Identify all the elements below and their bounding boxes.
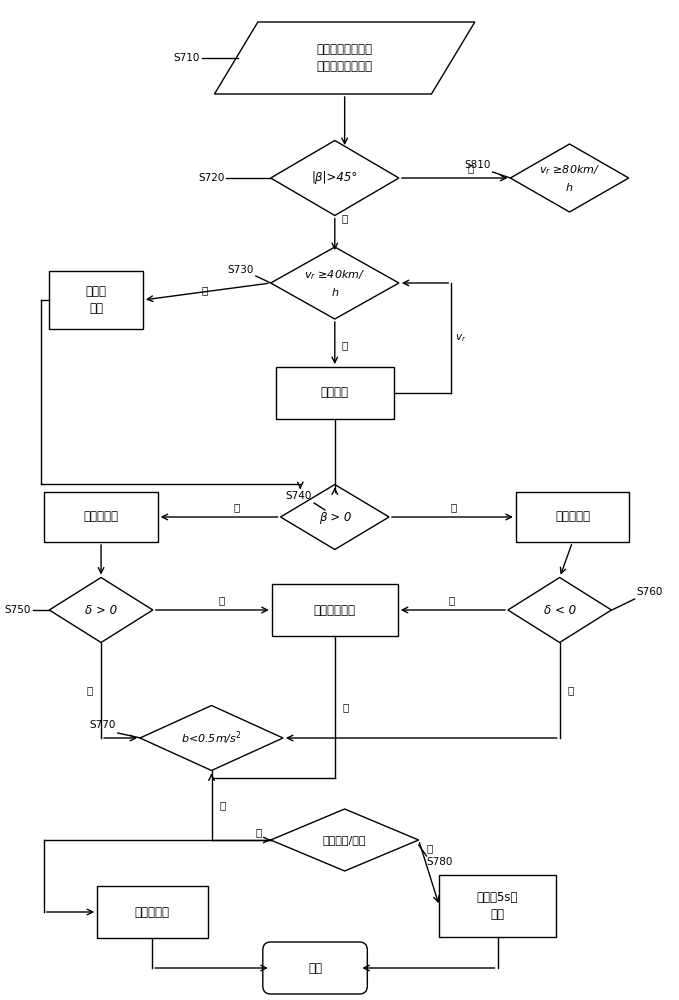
Text: 是: 是 [426, 843, 433, 853]
Text: 是: 是 [568, 685, 574, 695]
Text: |β|>45°: |β|>45° [312, 172, 358, 184]
Text: S780: S780 [426, 857, 453, 867]
Text: $v_r$: $v_r$ [456, 332, 466, 344]
Text: 是: 是 [342, 340, 348, 350]
Text: S750: S750 [5, 605, 31, 615]
Text: S730: S730 [227, 265, 254, 275]
Text: 是: 是 [450, 502, 456, 512]
Text: S760: S760 [637, 587, 663, 597]
Text: 否: 否 [468, 163, 474, 173]
Text: $b$<0.5m/$s^2$: $b$<0.5m/$s^2$ [181, 729, 242, 747]
Text: 左转向灯亮: 左转向灯亮 [84, 510, 119, 524]
Text: 否: 否 [218, 595, 225, 605]
Text: 是: 是 [219, 800, 225, 810]
Text: 原地起步/倒车: 原地起步/倒车 [323, 835, 367, 845]
Text: 是: 是 [342, 213, 348, 223]
Text: $v_r$ ≥80km/
$h$: $v_r$ ≥80km/ $h$ [539, 163, 600, 193]
Text: 制动减速: 制动减速 [320, 386, 349, 399]
Text: $v_r$ ≥40km/
$h$: $v_r$ ≥40km/ $h$ [304, 268, 365, 298]
Text: δ < 0: δ < 0 [544, 603, 576, 616]
Text: 否: 否 [256, 827, 262, 837]
Text: 否: 否 [233, 502, 239, 512]
Text: S710: S710 [173, 53, 200, 63]
Text: S740: S740 [286, 491, 312, 501]
Text: S810: S810 [464, 160, 491, 170]
Text: 转向灯关闭: 转向灯关闭 [135, 906, 170, 918]
Text: δ > 0: δ > 0 [85, 603, 117, 616]
Text: 右转向灯亮: 右转向灯亮 [555, 510, 590, 524]
Text: 转向灯持续亮: 转向灯持续亮 [314, 603, 356, 616]
Text: S720: S720 [198, 173, 224, 183]
Text: 转向灯
开启: 转向灯 开启 [86, 285, 107, 315]
Text: 结束: 结束 [308, 962, 322, 974]
Text: 否: 否 [448, 595, 454, 605]
Text: 是: 是 [87, 685, 93, 695]
Text: β > 0: β > 0 [318, 510, 351, 524]
Text: 路况信息采集装置
进行路况信息检测: 路况信息采集装置 进行路况信息检测 [316, 43, 373, 73]
Text: 否: 否 [343, 702, 349, 712]
Text: S770: S770 [90, 720, 116, 730]
Text: 否: 否 [202, 285, 208, 295]
Text: 转向灯5s后
关闭: 转向灯5s后 关闭 [477, 891, 518, 921]
